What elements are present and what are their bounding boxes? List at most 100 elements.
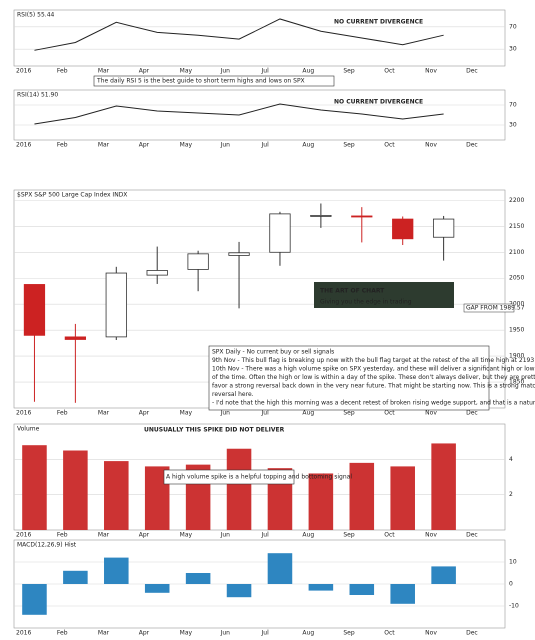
y-tick-label: 2200 bbox=[509, 197, 524, 204]
candle-body bbox=[392, 218, 414, 240]
note-line: 9th Nov - This bull flag is breaking up … bbox=[212, 357, 534, 364]
x-tick-label: Apr bbox=[139, 410, 150, 417]
bar bbox=[104, 461, 129, 530]
candle-body bbox=[310, 215, 332, 217]
annotation: NO CURRENT DIVERGENCE bbox=[334, 19, 423, 26]
x-tick-label: Aug bbox=[302, 532, 314, 539]
x-tick-label: Apr bbox=[139, 142, 150, 149]
y-tick-label: 2100 bbox=[509, 249, 524, 256]
bar bbox=[267, 553, 293, 584]
note: The daily RSI 5 is the best guide to sho… bbox=[96, 78, 305, 85]
bar bbox=[390, 466, 415, 530]
x-tick-label: Jul bbox=[261, 68, 270, 75]
x-tick-label: May bbox=[180, 630, 193, 637]
x-tick-label: Jul bbox=[261, 532, 270, 539]
x-tick-label: Feb bbox=[57, 68, 68, 75]
note-line: favor a strong reversal back down in the… bbox=[212, 383, 535, 390]
x-tick-label: May bbox=[180, 532, 193, 539]
note-box bbox=[163, 469, 295, 485]
candle-body bbox=[228, 252, 250, 256]
x-tick-label: 2016 bbox=[16, 630, 31, 637]
x-tick-label: Mar bbox=[98, 630, 110, 637]
x-tick-label: Aug bbox=[302, 630, 314, 637]
x-tick-label: Apr bbox=[139, 532, 150, 539]
x-tick-label: May bbox=[180, 68, 193, 75]
annotation: UNUSUALLY THIS SPIKE DID NOT DELIVER bbox=[144, 427, 285, 434]
x-tick-label: May bbox=[180, 142, 193, 149]
note-box bbox=[93, 75, 335, 87]
x-tick-label: 2016 bbox=[16, 532, 31, 539]
y-tick-label: 2050 bbox=[509, 275, 524, 282]
note-line: reversal here. bbox=[212, 391, 254, 398]
x-tick-label: Mar bbox=[98, 68, 110, 75]
x-tick-label: Sep bbox=[343, 630, 355, 637]
x-tick-label: Aug bbox=[302, 142, 314, 149]
y-tick-label: 1850 bbox=[509, 379, 524, 386]
note-line: of the time. Often the high or low is wi… bbox=[212, 374, 535, 381]
x-tick-label: Mar bbox=[98, 410, 110, 417]
x-tick-label: Nov bbox=[425, 630, 437, 637]
y-tick-label: 4 bbox=[509, 456, 513, 463]
bar bbox=[349, 462, 375, 530]
bar bbox=[63, 450, 88, 530]
y-tick-label: 2150 bbox=[509, 223, 524, 230]
x-tick-label: Nov bbox=[425, 142, 437, 149]
x-tick-label: Feb bbox=[57, 630, 68, 637]
x-tick-label: 2016 bbox=[16, 410, 31, 417]
panel-title: RSI(14) 51.90 bbox=[17, 92, 58, 99]
panel-title: MACD(12,26,9) Hist bbox=[17, 542, 77, 549]
gap-box bbox=[463, 303, 515, 313]
y-tick-label: 2 bbox=[509, 491, 513, 498]
x-tick-label: Aug bbox=[302, 68, 314, 75]
x-tick-label: Mar bbox=[98, 142, 110, 149]
note-line: 10th Nov - There was a high volume spike… bbox=[212, 366, 535, 373]
x-tick-label: Apr bbox=[139, 68, 150, 75]
panel-title: Volume bbox=[17, 426, 40, 433]
x-tick-label: Jun bbox=[220, 68, 231, 75]
x-tick-label: Dec bbox=[466, 532, 478, 539]
x-tick-label: Dec bbox=[466, 630, 478, 637]
candle-body bbox=[64, 336, 87, 340]
y-tick-label: 30 bbox=[509, 46, 517, 53]
bar bbox=[63, 570, 88, 584]
x-tick-label: Feb bbox=[57, 142, 68, 149]
line bbox=[34, 103, 444, 125]
bar bbox=[185, 573, 211, 584]
x-tick-label: Jun bbox=[220, 410, 231, 417]
bar bbox=[226, 584, 252, 598]
annotation: NO CURRENT DIVERGENCE bbox=[334, 99, 423, 106]
x-tick-label: May bbox=[180, 410, 193, 417]
x-tick-label: 2016 bbox=[16, 68, 31, 75]
x-tick-label: Apr bbox=[139, 630, 150, 637]
bar bbox=[431, 443, 456, 530]
logo-box bbox=[314, 282, 454, 308]
x-tick-label: Feb bbox=[57, 410, 68, 417]
bar bbox=[349, 584, 375, 595]
candle-body bbox=[187, 253, 209, 270]
bar bbox=[431, 566, 456, 584]
bar bbox=[22, 584, 47, 615]
panel-frame bbox=[13, 9, 506, 67]
notes-box bbox=[208, 345, 490, 411]
gap-label: GAP FROM 1989.57 bbox=[466, 305, 525, 312]
candle-body bbox=[105, 272, 127, 338]
x-tick-label: Jul bbox=[261, 630, 270, 637]
y-tick-label: 30 bbox=[509, 122, 517, 129]
x-tick-label: Nov bbox=[425, 68, 437, 75]
x-tick-label: Jun bbox=[220, 630, 231, 637]
x-tick-label: Nov bbox=[425, 410, 437, 417]
logo: THE ART OF CHART bbox=[320, 288, 385, 295]
y-tick-label: 1950 bbox=[509, 327, 524, 334]
note-line: - I'd note that the high this morning wa… bbox=[212, 400, 535, 407]
x-tick-label: Aug bbox=[302, 410, 314, 417]
x-tick-label: Sep bbox=[343, 142, 355, 149]
bar bbox=[22, 445, 47, 530]
bar bbox=[226, 448, 252, 530]
x-tick-label: Oct bbox=[384, 142, 395, 149]
bar bbox=[104, 557, 129, 584]
x-tick-label: Sep bbox=[343, 68, 355, 75]
x-tick-label: Dec bbox=[466, 68, 478, 75]
x-tick-label: Nov bbox=[425, 532, 437, 539]
bar bbox=[308, 584, 334, 591]
